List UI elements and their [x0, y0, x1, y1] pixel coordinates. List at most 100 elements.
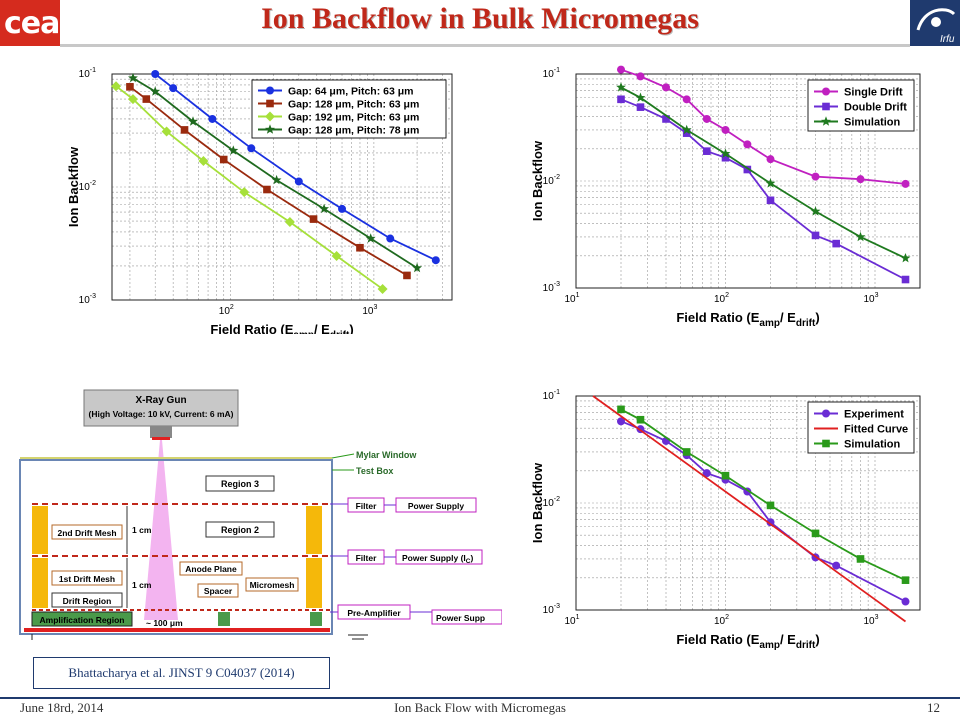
y-tick-exponent: -2 — [90, 180, 96, 187]
legend-label: Gap: 64 μm, Pitch: 63 μm — [288, 86, 413, 98]
anode-plane — [24, 628, 330, 632]
data-point — [219, 155, 228, 164]
one-cm-bottom: 1 cm — [132, 580, 152, 590]
data-point — [681, 124, 692, 135]
x-tick-exponent: 2 — [230, 304, 234, 311]
region3-label: Region 3 — [221, 479, 259, 489]
data-point — [247, 144, 256, 153]
mylar-pointer — [331, 453, 355, 459]
y-axis-label: Ion Backflow — [530, 462, 545, 543]
data-point — [636, 415, 645, 424]
x-axis-label-sub: amp — [759, 318, 780, 329]
pillar-right-top — [306, 506, 322, 554]
data-point — [431, 256, 440, 265]
drift-region-box — [51, 592, 123, 608]
y-tick-exponent: -1 — [554, 67, 560, 74]
citation-box: Bhattacharya et al. JINST 9 C04037 (2014… — [33, 657, 330, 689]
x-axis-label-part: Field Ratio (E — [676, 310, 759, 325]
pillar-left-top — [32, 506, 48, 554]
power-supply-a-label: Power Supply — [408, 501, 464, 511]
power-supply-c-box — [431, 609, 502, 625]
y-tick-exponent: -2 — [554, 174, 560, 181]
x-tick-exponent: 3 — [875, 614, 879, 621]
x-axis-label-sub: amp — [293, 330, 314, 334]
x-axis-label-part: ) — [349, 322, 353, 334]
anode-plane-label: Anode Plane — [185, 564, 237, 574]
data-point — [239, 187, 250, 198]
test-box-label: Test Box — [356, 466, 393, 476]
data-point — [635, 92, 646, 102]
data-point — [377, 284, 388, 295]
gap-label: ~ 100 μm — [146, 618, 183, 628]
xray-beam — [144, 440, 178, 620]
drift-mesh-2-label: 2nd Drift Mesh — [57, 528, 116, 538]
data-point — [365, 233, 376, 243]
data-point — [901, 576, 910, 584]
y-tick-exponent: -3 — [90, 293, 96, 300]
power-supply-b-label: Power Supply (IC) — [402, 553, 473, 565]
data-point — [901, 597, 910, 606]
data-point — [682, 448, 691, 456]
x-tick-label: 102 — [219, 304, 234, 317]
legend-label: Simulation — [844, 117, 901, 129]
plot-frame — [575, 395, 921, 611]
plot-frame — [111, 73, 453, 301]
data-point — [294, 177, 303, 186]
data-point — [765, 178, 776, 188]
plot-frame — [575, 73, 921, 289]
data-point — [142, 95, 151, 103]
data-point — [151, 70, 160, 78]
amplification-region-label: Amplification Region — [40, 615, 125, 625]
legend-swatch-marker — [822, 439, 830, 448]
x-axis-label-sub: amp — [759, 640, 780, 651]
y-axis-label: Ion Backflow — [530, 140, 545, 221]
legend-swatch-marker — [822, 102, 830, 111]
y-tick-label: 10-1 — [79, 67, 96, 80]
data-point — [111, 81, 122, 92]
data-point — [338, 204, 347, 213]
drift-region-label: Drift Region — [63, 596, 112, 606]
data-point — [386, 234, 395, 243]
y-tick-label: 10-1 — [543, 67, 560, 80]
series-line — [620, 408, 906, 582]
data-point — [720, 148, 731, 158]
chart-experiment-fit: 101 102 103 10-3 10-2 10-1 Ion Backflow Field R… — [530, 389, 921, 651]
y-tick-label: 10-2 — [79, 180, 96, 193]
x-tick-label: 101 — [564, 292, 579, 305]
data-point — [901, 179, 910, 188]
region3-box — [205, 475, 275, 492]
y-axis-label: Ion Backflow — [66, 146, 81, 227]
legend-label: Double Drift — [844, 102, 907, 114]
x-tick-exponent: 1 — [576, 292, 580, 299]
x-tick-label: 102 — [714, 292, 729, 305]
x-axis-label-part: ) — [815, 310, 819, 325]
xray-gun-label: X-Ray Gun — [135, 395, 186, 406]
spacer-box — [197, 583, 239, 598]
data-point — [150, 86, 161, 96]
y-tick-exponent: -3 — [554, 603, 560, 610]
data-point — [208, 114, 217, 123]
legend-box — [251, 79, 447, 139]
legend-swatch-marker — [265, 124, 275, 134]
data-point — [284, 217, 295, 228]
region2-box — [205, 521, 275, 538]
pre-amplifier-label: Pre-Amplifier — [347, 608, 401, 618]
data-point — [662, 115, 670, 123]
series-line — [620, 86, 906, 260]
x-axis-label-part: Field Ratio (E — [676, 632, 759, 647]
footer-page-number: 12 — [927, 700, 940, 715]
x-tick-label: 103 — [863, 614, 878, 627]
y-tick-exponent: -1 — [554, 389, 560, 396]
data-point — [180, 126, 189, 134]
data-point — [810, 206, 821, 216]
x-tick-exponent: 3 — [875, 292, 879, 299]
chart-gap-pitch: 102 103 10-3 10-2 10-1 Ion Backflow Field Rati… — [66, 67, 453, 334]
chart-single-double-drift: 101 102 103 10-3 10-2 10-1 Ion Backflow Field R… — [530, 65, 921, 329]
data-point — [743, 140, 752, 149]
filter-a-label: Filter — [356, 501, 377, 511]
y-tick-exponent: -3 — [554, 281, 560, 288]
legend-label: Gap: 128 μm, Pitch: 78 μm — [288, 125, 419, 137]
power-supply-c-label: Power Supp — [436, 613, 485, 623]
data-point — [682, 95, 691, 104]
y-tick-label: 10-3 — [543, 281, 560, 294]
